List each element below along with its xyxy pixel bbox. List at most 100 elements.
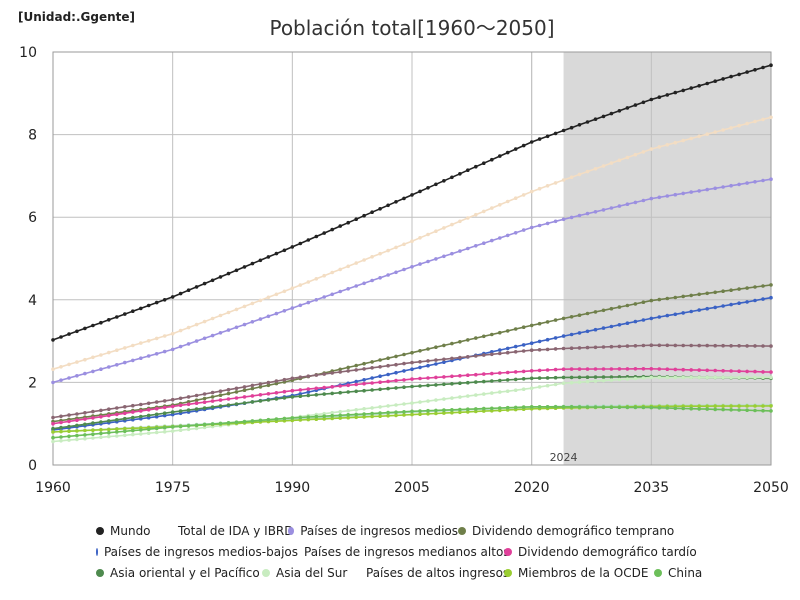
data-point bbox=[162, 334, 167, 338]
legend-item-asia-del-sur[interactable]: Asia del Sur bbox=[262, 566, 360, 580]
data-point bbox=[633, 405, 638, 410]
data-point bbox=[250, 419, 255, 423]
data-point bbox=[290, 388, 295, 393]
data-point bbox=[426, 383, 430, 388]
legend-item-paises-ingresos-medios[interactable]: Países de ingresos medios bbox=[288, 524, 458, 538]
data-point bbox=[354, 368, 359, 372]
data-point bbox=[769, 115, 773, 120]
data-point bbox=[354, 415, 359, 420]
legend-item-ingresos-medios-bajos[interactable]: Países de ingresos medios-bajos bbox=[96, 545, 298, 559]
data-point bbox=[450, 251, 454, 256]
data-point bbox=[210, 399, 215, 403]
data-point bbox=[434, 358, 438, 362]
data-point bbox=[665, 406, 670, 410]
data-point bbox=[67, 419, 71, 424]
legend-marker bbox=[504, 547, 512, 556]
data-point bbox=[298, 418, 303, 422]
legend-item-ingresos-medianos-altos[interactable]: Países de ingresos medianos altos bbox=[298, 545, 510, 559]
data-point bbox=[601, 164, 606, 168]
data-point bbox=[753, 285, 757, 289]
data-point bbox=[673, 367, 678, 372]
data-point bbox=[633, 103, 638, 107]
data-point bbox=[498, 406, 502, 410]
data-point bbox=[370, 210, 374, 214]
legend-item-asia-oriental-pacifico[interactable]: Asia oriental y el Pacífico bbox=[96, 566, 262, 580]
data-point bbox=[553, 347, 558, 351]
data-point bbox=[418, 360, 422, 364]
x-tick-label: 1975 bbox=[155, 480, 191, 496]
data-point bbox=[418, 262, 422, 266]
data-point bbox=[394, 378, 398, 383]
data-point bbox=[609, 161, 614, 165]
data-point bbox=[745, 404, 749, 408]
data-point bbox=[450, 408, 454, 412]
data-point bbox=[338, 367, 343, 372]
data-point bbox=[721, 77, 725, 81]
data-point bbox=[394, 245, 398, 250]
data-point bbox=[545, 134, 550, 139]
data-point bbox=[338, 224, 343, 228]
data-point bbox=[242, 304, 247, 309]
data-point bbox=[466, 355, 470, 359]
data-point bbox=[753, 408, 757, 413]
data-point bbox=[338, 370, 343, 374]
data-point bbox=[697, 308, 701, 312]
data-point bbox=[450, 222, 454, 227]
data-point bbox=[178, 291, 183, 296]
legend-item-dividendo-temprano[interactable]: Dividendo demográfico temprano bbox=[458, 524, 688, 538]
data-point bbox=[545, 320, 550, 324]
data-point bbox=[577, 367, 582, 371]
data-point bbox=[553, 219, 558, 224]
data-point bbox=[490, 332, 494, 337]
data-point bbox=[490, 409, 494, 413]
data-point bbox=[657, 315, 662, 319]
data-point bbox=[75, 418, 79, 423]
data-point bbox=[194, 426, 199, 431]
data-point bbox=[505, 150, 510, 155]
data-point bbox=[601, 405, 606, 409]
data-point bbox=[745, 344, 749, 348]
data-point bbox=[91, 416, 95, 420]
data-point bbox=[681, 138, 685, 143]
legend-item-dividendo-tardio[interactable]: Dividendo demográfico tardío bbox=[504, 545, 734, 559]
data-point bbox=[346, 369, 351, 373]
data-point bbox=[266, 380, 271, 385]
legend-item-altos-ingresos[interactable]: Países de altos ingresos bbox=[360, 566, 509, 580]
data-point bbox=[737, 404, 741, 408]
data-point bbox=[386, 372, 390, 377]
legend-item-total-ida-ibrd[interactable]: Total de IDA y IBRD bbox=[172, 524, 294, 538]
data-point bbox=[665, 143, 670, 147]
data-point bbox=[402, 413, 406, 417]
data-point bbox=[99, 420, 103, 424]
data-point bbox=[370, 360, 374, 364]
data-point bbox=[386, 404, 390, 408]
data-point bbox=[218, 313, 223, 318]
data-point bbox=[394, 370, 398, 375]
data-point bbox=[633, 376, 638, 381]
legend-item-ocde[interactable]: Miembros de la OCDE bbox=[504, 566, 654, 580]
data-point bbox=[162, 425, 167, 430]
data-point bbox=[705, 407, 709, 411]
data-point bbox=[186, 424, 191, 428]
data-point bbox=[67, 332, 71, 336]
data-point bbox=[617, 158, 622, 163]
data-point bbox=[91, 409, 95, 414]
legend-item-mundo[interactable]: Mundo bbox=[96, 524, 172, 538]
data-point bbox=[537, 376, 542, 380]
legend-item-china[interactable]: China bbox=[654, 566, 724, 580]
data-point bbox=[410, 193, 414, 197]
data-point bbox=[633, 302, 638, 306]
data-point bbox=[418, 409, 422, 413]
series-5 bbox=[51, 343, 773, 420]
data-point bbox=[362, 367, 366, 371]
data-point bbox=[521, 377, 526, 381]
data-point bbox=[569, 367, 574, 371]
data-point bbox=[665, 375, 670, 380]
data-point bbox=[713, 79, 717, 83]
data-point bbox=[601, 114, 606, 119]
data-point bbox=[482, 353, 486, 357]
data-point bbox=[593, 310, 598, 314]
data-point bbox=[131, 415, 135, 420]
data-point bbox=[609, 405, 614, 410]
data-point bbox=[250, 400, 255, 404]
